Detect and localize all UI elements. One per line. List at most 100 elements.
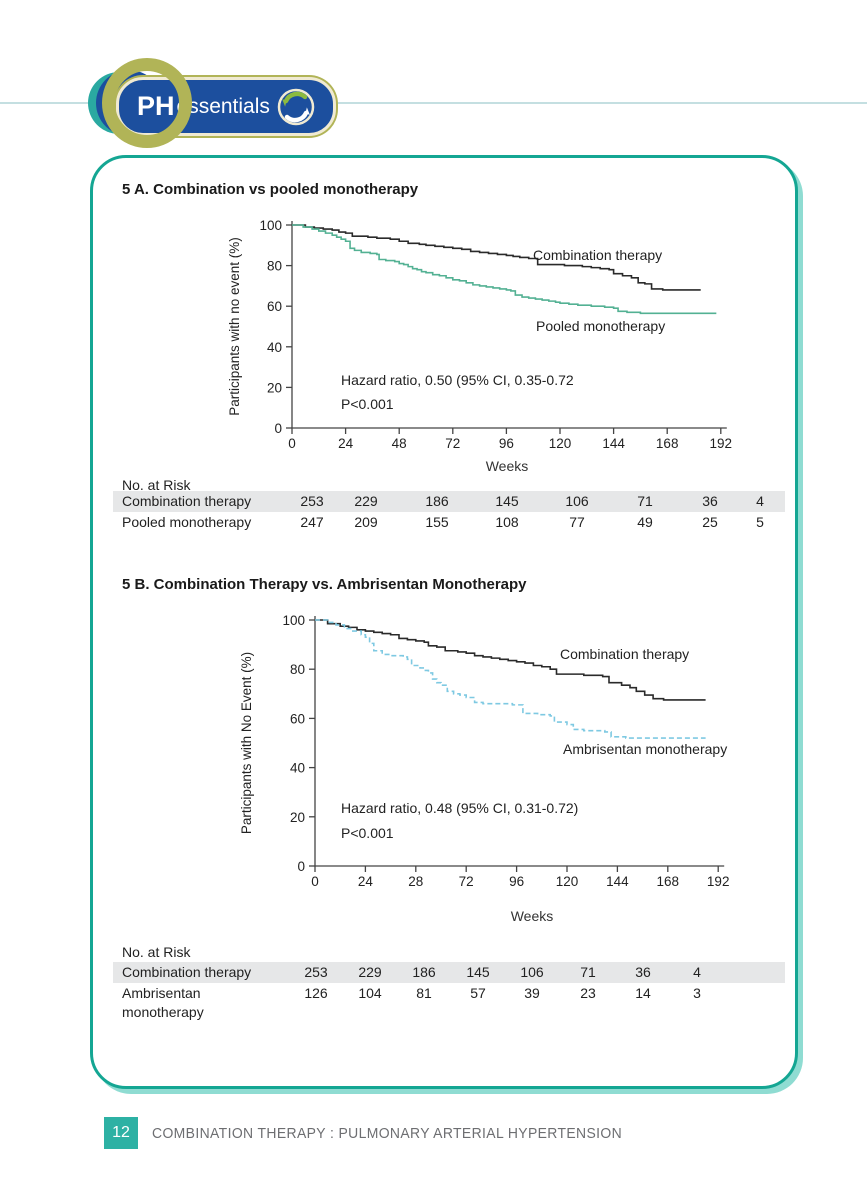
x-tick-label: 0 — [288, 436, 296, 451]
x-tick-label: 24 — [338, 436, 354, 451]
x-tick-label: 168 — [657, 874, 680, 889]
figure-a-title: 5 A. Combination vs pooled monotherapy — [122, 181, 419, 198]
risk-table-row: Ambrisentan 126 104 81 57 39 23 14 3 — [113, 983, 785, 1004]
figure-b-title: 5 B. Combination Therapy vs. Ambrisentan… — [122, 576, 527, 593]
y-tick-label: 80 — [290, 662, 305, 677]
figure-a-chart: 0 20 40 60 80 100 0 24 48 72 96 120 144 168 192 Partici… — [227, 218, 733, 451]
y-tick-label: 40 — [267, 340, 282, 355]
x-tick-label: 96 — [509, 874, 524, 889]
series-combination-therapy — [315, 619, 706, 701]
x-tick-label: 72 — [459, 874, 474, 889]
risk-count-value: 4 — [693, 964, 701, 980]
risk-count-value: 229 — [358, 964, 382, 980]
risk-count-value: 36 — [702, 493, 718, 509]
risk-count-value: 77 — [569, 514, 585, 530]
x-tick-label: 96 — [499, 436, 514, 451]
risk-row-label: Combination therapy — [122, 493, 252, 509]
x-tick-label: 0 — [311, 874, 319, 889]
risk-count-value: 106 — [565, 493, 589, 509]
x-tick-label: 168 — [656, 436, 679, 451]
risk-count-value: 145 — [466, 964, 490, 980]
risk-row-label: Ambrisentan — [122, 985, 201, 1001]
logo-olive-ring — [102, 58, 192, 148]
header-divider-line — [0, 102, 867, 104]
figure-b-hazard-ratio-text: Hazard ratio, 0.48 (95% CI, 0.31-0.72) — [341, 800, 579, 816]
logo-brand-rest: essentials — [176, 94, 270, 118]
y-axis-title: Participants with no event (%) — [227, 237, 242, 416]
risk-count-value: 23 — [580, 985, 596, 1001]
page-footer: 12 COMBINATION THERAPY : PULMONARY ARTER… — [104, 1117, 657, 1149]
page-number-badge: 12 — [104, 1117, 138, 1149]
y-tick-label: 100 — [259, 218, 282, 233]
risk-count-value: 25 — [702, 514, 718, 530]
risk-count-value: 57 — [470, 985, 486, 1001]
risk-count-value: 155 — [425, 514, 449, 530]
series-combination-therapy — [292, 224, 701, 291]
y-tick-label: 40 — [290, 761, 305, 776]
risk-count-value: 186 — [412, 964, 436, 980]
risk-count-value: 145 — [495, 493, 519, 509]
y-tick-label: 60 — [290, 711, 305, 726]
risk-count-value: 39 — [524, 985, 540, 1001]
risk-count-value: 186 — [425, 493, 449, 509]
figure-b-series-label-ambrisentan: Ambrisentan monotherapy — [563, 741, 728, 757]
figure-a-pvalue-text: P<0.001 — [341, 396, 394, 412]
risk-count-value: 81 — [416, 985, 432, 1001]
x-tick-label: 48 — [392, 436, 407, 451]
figure-b-series-label-combination: Combination therapy — [560, 646, 690, 662]
risk-count-value: 106 — [520, 964, 544, 980]
figure-a-series-label-pooled: Pooled monotherapy — [536, 318, 666, 334]
y-tick-label: 60 — [267, 299, 282, 314]
risk-count-value: 209 — [354, 514, 378, 530]
y-tick-label: 20 — [267, 380, 282, 395]
x-tick-label: 28 — [408, 874, 423, 889]
risk-count-value: 104 — [358, 985, 382, 1001]
ph-essentials-logo: PH essentials — [84, 58, 340, 150]
y-tick-label: 80 — [267, 259, 282, 274]
risk-table-row: Combination therapy 253 229 186 145 106 71 36 4 — [113, 962, 785, 983]
y-tick-label: 100 — [282, 613, 305, 628]
risk-count-value: 247 — [300, 514, 324, 530]
footer-title: COMBINATION THERAPY : PULMONARY ARTERIAL… — [152, 1124, 623, 1142]
risk-count-value: 253 — [300, 493, 324, 509]
risk-count-value: 126 — [304, 985, 328, 1001]
figure-b-x-axis-title: Weeks — [510, 908, 554, 924]
x-tick-label: 144 — [602, 436, 625, 451]
risk-count-value: 3 — [693, 985, 701, 1001]
y-axis-title: Participants with No Event (%) — [239, 652, 254, 834]
risk-table-row: Pooled monotherapy 247 209 155 108 77 49 25 5 — [113, 512, 785, 533]
risk-count-value: 229 — [354, 493, 378, 509]
series-ambrisentan-monotherapy — [315, 619, 706, 739]
risk-row-label: Pooled monotherapy — [122, 514, 252, 530]
risk-count-value: 108 — [495, 514, 519, 530]
y-tick-label: 20 — [290, 810, 305, 825]
risk-count-value: 49 — [637, 514, 653, 530]
risk-count-value: 36 — [635, 964, 651, 980]
figure-a-hazard-ratio-text: Hazard ratio, 0.50 (95% CI, 0.35-0.72 — [341, 372, 574, 388]
risk-row-label-line2: monotherapy — [122, 1004, 204, 1020]
figure-a-series-label-combination: Combination therapy — [533, 247, 663, 263]
risk-count-value: 71 — [580, 964, 596, 980]
y-tick-label: 0 — [297, 859, 305, 874]
cycle-arrows-icon — [277, 88, 315, 125]
x-tick-label: 72 — [445, 436, 460, 451]
x-tick-label: 144 — [606, 874, 629, 889]
y-tick-label: 0 — [274, 421, 282, 436]
risk-count-value: 4 — [756, 493, 764, 509]
figure-a-risk-heading: No. at Risk — [122, 477, 191, 493]
risk-table-row: Combination therapy 253 229 186 145 106 71 36 4 — [113, 491, 785, 512]
x-tick-label: 192 — [707, 874, 730, 889]
risk-count-value: 71 — [637, 493, 653, 509]
risk-row-label: Combination therapy — [122, 964, 252, 980]
risk-count-value: 5 — [756, 514, 764, 530]
risk-count-value: 14 — [635, 985, 651, 1001]
figure-b-chart: 0 20 40 60 80 100 0 24 28 72 96 120 144 168 192 Partici… — [239, 613, 730, 889]
x-tick-label: 192 — [710, 436, 733, 451]
x-tick-label: 120 — [556, 874, 579, 889]
figure-panel — [90, 155, 798, 1089]
figure-b-pvalue-text: P<0.001 — [341, 825, 394, 841]
risk-count-value: 253 — [304, 964, 328, 980]
series-pooled-monotherapy — [292, 224, 717, 315]
x-tick-label: 120 — [549, 436, 572, 451]
